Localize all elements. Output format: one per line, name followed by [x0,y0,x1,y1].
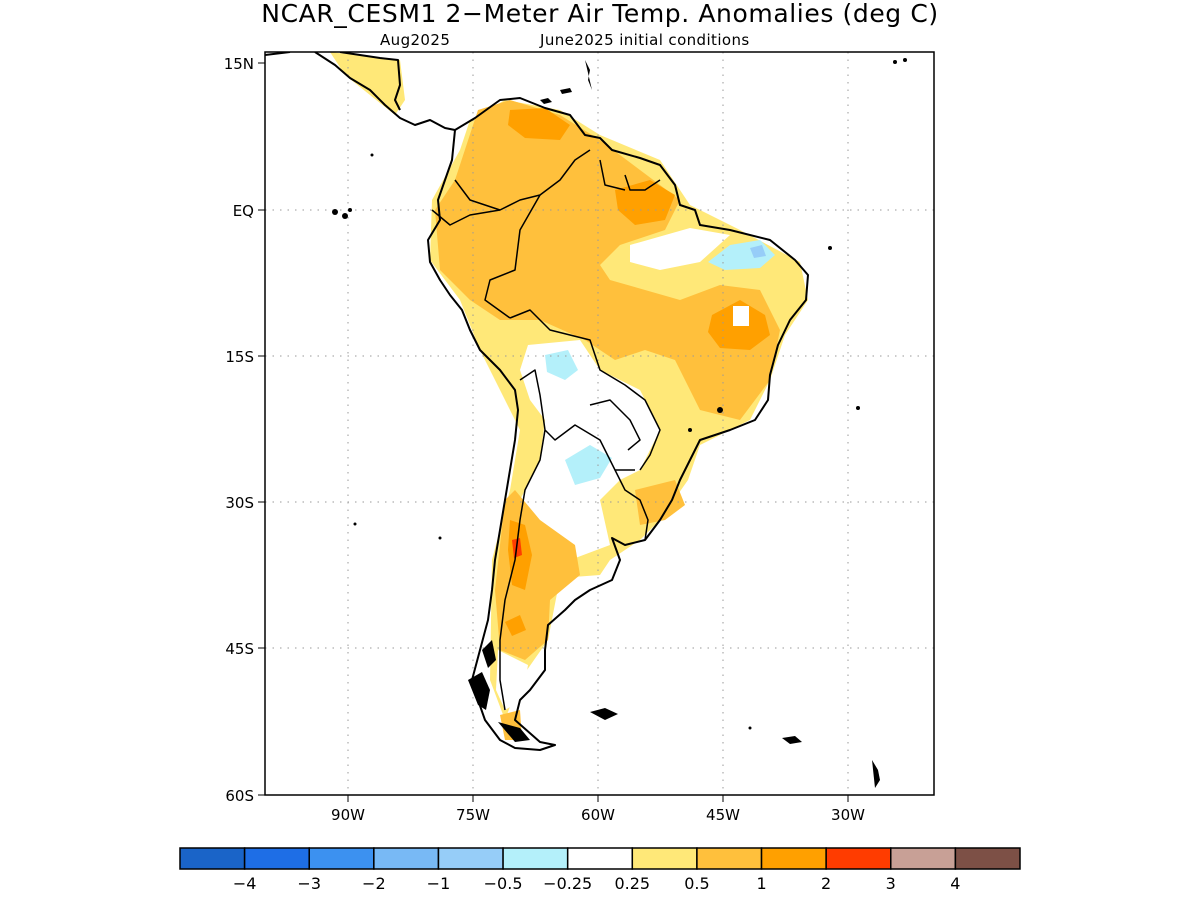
legend-color-swatch [373,847,440,870]
legend-tick-label: −3 [297,874,321,893]
anomaly-region-neutral-brazil-north [630,228,730,270]
country-borders [431,149,661,711]
legend-tick-label: −0.25 [543,874,592,893]
legend-color-swatch [243,847,310,870]
lon-tick-label: 90W [331,806,365,824]
lat-tick-label: 30S [225,494,254,512]
lat-tick-label: 60S [225,787,254,805]
lat-tick-label: EQ [233,202,254,220]
anomaly-region-darkorange-guianas [615,180,675,225]
legend-tick-label: −1 [427,874,451,893]
map-frame [264,51,935,796]
legend-color-swatch [696,847,763,870]
lat-tick-label: 15S [225,348,254,366]
legend-color-swatch [566,847,634,870]
legend-tick-label: 0.25 [614,874,650,893]
map-plot-area [265,52,934,795]
legend-color-swatch [502,847,569,870]
legend-color-swatch [760,847,827,870]
figure-title: NCAR_CESM1 2−Meter Air Temp. Anomalies (… [261,0,938,28]
anomaly-region-orange-uruguay [635,480,685,525]
legend-tick-label: −0.5 [484,874,523,893]
longitude-axis: 90W 75W 60W 45W 30W [331,795,865,824]
legend-tick-label: 4 [950,874,960,893]
lon-tick-label: 30W [831,806,865,824]
color-bar-legend: −4 −3 −2 −1 −0.5 −0.25 0.25 0.5 1 2 3 4 [179,847,1021,893]
anomaly-region-darkorange-venezuela [508,108,570,140]
legend-color-swatch [179,847,246,870]
legend-color-swatch [954,847,1021,870]
legend-tick-label: 1 [756,874,766,893]
islands [332,58,907,788]
legend-tick-label: 0.5 [684,874,709,893]
anomaly-region-blue-small [750,245,766,258]
initial-conditions-label: June2025 initial conditions [539,31,750,49]
anomaly-region-neutral-south [496,650,528,710]
lon-tick-label: 75W [456,806,490,824]
lat-tick-label: 45S [225,640,254,658]
legend-tick-label: 3 [886,874,896,893]
legend-color-swatch [308,847,375,870]
anomaly-region-orange-main [435,100,780,420]
legend-color-swatch [890,847,957,870]
legend-color-swatch [437,847,504,870]
legend-color-swatch [631,847,698,870]
legend-tick-label: 2 [821,874,831,893]
anomaly-region-missing-patch [733,306,749,326]
anomaly-region-blue-paraguay [565,445,612,485]
legend-tick-label: −4 [233,874,257,893]
lon-tick-label: 45W [706,806,740,824]
legend-color-swatch [825,847,892,870]
anomaly-region-darkorange-patagonia-spot [505,615,526,636]
south-america-coastline [427,97,809,751]
legend-tick-label: −2 [362,874,386,893]
lon-tick-label: 60W [581,806,615,824]
anomaly-region-blue-bolivia [545,350,578,380]
lat-tick-label: 15N [224,55,254,73]
anomaly-region-central-america [330,52,405,115]
valid-month-label: Aug2025 [380,31,450,49]
latitude-axis: 15N EQ 15S 30S 45S 60S [224,55,265,805]
